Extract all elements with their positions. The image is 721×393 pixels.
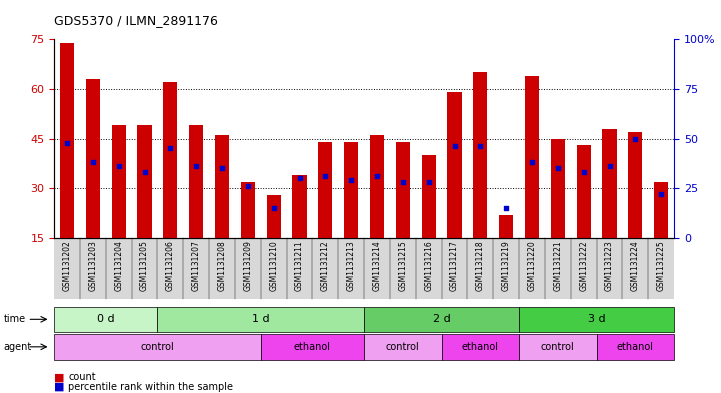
Bar xyxy=(603,129,616,238)
Point xyxy=(474,143,486,150)
Point xyxy=(655,191,667,197)
Text: time: time xyxy=(4,314,26,324)
Point xyxy=(61,140,73,146)
Text: 0 d: 0 d xyxy=(97,314,115,324)
Bar xyxy=(86,79,100,238)
Bar xyxy=(163,82,177,238)
Point xyxy=(138,169,150,175)
Bar xyxy=(422,155,435,238)
Point xyxy=(500,205,512,211)
Point xyxy=(190,163,202,169)
Point xyxy=(164,145,176,152)
Point xyxy=(293,175,305,181)
Bar xyxy=(525,76,539,238)
Text: ethanol: ethanol xyxy=(617,342,654,352)
Point xyxy=(319,173,331,179)
Text: 2 d: 2 d xyxy=(433,314,451,324)
Point xyxy=(603,163,615,169)
Point xyxy=(345,177,357,184)
Bar xyxy=(215,135,229,238)
Text: control: control xyxy=(141,342,174,352)
Bar xyxy=(138,125,151,238)
Text: percentile rank within the sample: percentile rank within the sample xyxy=(68,382,234,392)
Point xyxy=(268,205,280,211)
Bar xyxy=(318,142,332,238)
Point xyxy=(87,159,99,165)
Bar xyxy=(499,215,513,238)
Bar xyxy=(448,92,461,238)
Point xyxy=(242,183,254,189)
Bar xyxy=(370,135,384,238)
Bar xyxy=(577,145,590,238)
Bar xyxy=(189,125,203,238)
Text: 1 d: 1 d xyxy=(252,314,270,324)
Text: control: control xyxy=(541,342,575,352)
Text: ■: ■ xyxy=(54,372,65,382)
Bar xyxy=(267,195,280,238)
Text: agent: agent xyxy=(4,342,32,352)
Point xyxy=(397,179,409,185)
Point xyxy=(423,179,435,185)
Bar xyxy=(396,142,410,238)
Point xyxy=(526,159,538,165)
Text: GDS5370 / ILMN_2891176: GDS5370 / ILMN_2891176 xyxy=(54,15,218,28)
Bar xyxy=(344,142,358,238)
Point xyxy=(371,173,383,179)
Text: 3 d: 3 d xyxy=(588,314,606,324)
Bar xyxy=(60,42,74,238)
Text: ethanol: ethanol xyxy=(462,342,499,352)
Text: ethanol: ethanol xyxy=(294,342,331,352)
Point xyxy=(113,163,125,169)
Point xyxy=(578,169,590,175)
Bar xyxy=(654,182,668,238)
Bar xyxy=(293,175,306,238)
Text: ■: ■ xyxy=(54,382,65,392)
Bar xyxy=(473,72,487,238)
Point xyxy=(216,165,228,171)
Bar xyxy=(241,182,255,238)
Text: control: control xyxy=(386,342,420,352)
Bar xyxy=(628,132,642,238)
Bar xyxy=(112,125,125,238)
Text: count: count xyxy=(68,372,96,382)
Point xyxy=(448,143,460,150)
Point xyxy=(552,165,564,171)
Point xyxy=(629,135,641,141)
Bar xyxy=(551,138,565,238)
